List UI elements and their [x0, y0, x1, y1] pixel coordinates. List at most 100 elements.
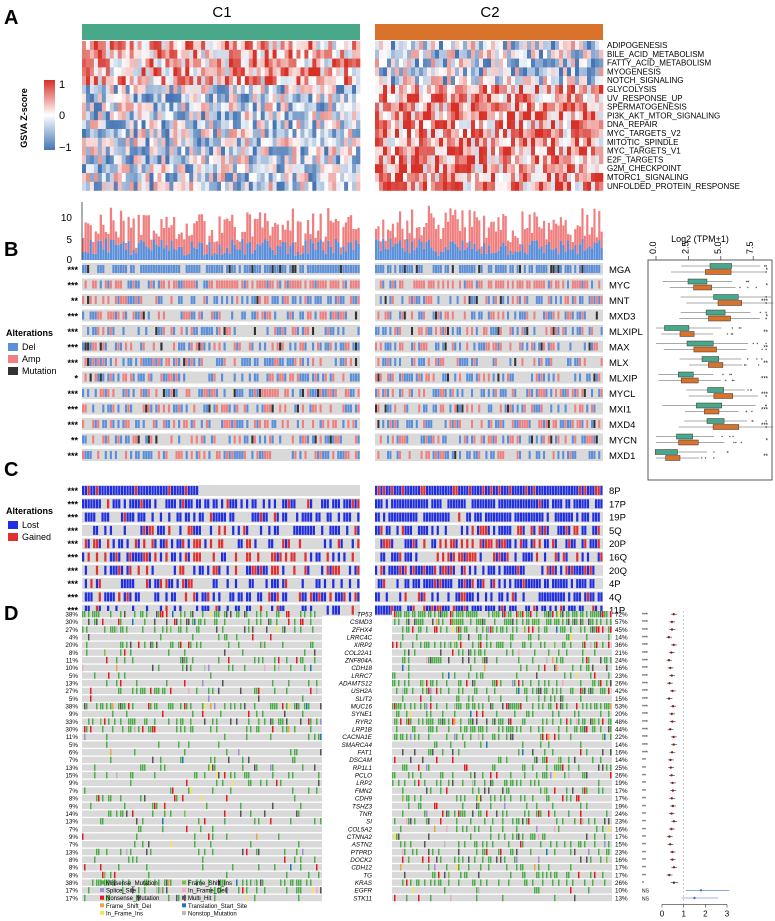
- onco-cell: [223, 280, 226, 289]
- heatmap-cell: [93, 120, 99, 130]
- heatmap-cell: [491, 181, 496, 191]
- heatmap-cell: [483, 146, 488, 156]
- heatmap-cell: [348, 173, 353, 182]
- cnv-cell: [118, 486, 121, 495]
- onco-cell: [487, 404, 490, 413]
- onco-cell: [261, 311, 264, 320]
- bar-del-segment: [451, 241, 454, 260]
- heatmap-cell: [575, 164, 580, 174]
- heatmap-cell: [443, 111, 448, 121]
- heatmap-cell: [284, 93, 289, 103]
- heatmap-cell: [328, 85, 333, 94]
- box-outlier: [751, 420, 753, 422]
- onco-cell: [130, 358, 133, 366]
- bar-amp-segment: [263, 213, 267, 240]
- cnv-cell: [148, 552, 151, 562]
- heatmap-cell: [591, 111, 596, 121]
- onco-cell: [241, 420, 244, 428]
- onco-cell: [311, 420, 315, 428]
- onco-cell: [411, 389, 414, 397]
- onco-cell: [415, 265, 418, 273]
- onco-cell: [117, 265, 120, 273]
- heatmap-cell: [125, 155, 130, 165]
- heatmap-cell: [499, 76, 504, 86]
- onco-cell: [92, 342, 95, 351]
- heatmap-cell: [93, 155, 99, 165]
- heatmap-cell: [431, 181, 436, 191]
- bar-del-segment: [344, 251, 348, 260]
- bar-del-segment: [439, 251, 442, 260]
- onco-cell: [451, 389, 454, 397]
- heatmap-cell: [411, 93, 416, 103]
- onco-cell: [286, 358, 289, 366]
- onco-cell: [172, 389, 176, 397]
- onco-cell: [581, 296, 584, 304]
- cnv-cell: [375, 486, 378, 495]
- heatmap-cell: [336, 85, 341, 94]
- heatmap-cell: [503, 181, 508, 191]
- cnv-cell: [399, 512, 402, 522]
- heatmap-cell: [439, 93, 444, 103]
- bar-del-segment: [210, 255, 214, 260]
- heatmap-cell: [451, 164, 456, 174]
- cnv-cell: [380, 499, 383, 509]
- heatmap-cell: [356, 146, 361, 156]
- heatmap-cell: [403, 164, 408, 174]
- cnv-cell: [401, 525, 404, 535]
- cnv-cell: [428, 512, 431, 522]
- heatmap-cell: [395, 111, 400, 121]
- heatmap-cell: [312, 164, 317, 174]
- heatmap-cell: [423, 49, 428, 59]
- onco-cell: [555, 420, 558, 428]
- heatmap-cell: [543, 173, 548, 182]
- onco-cell: [521, 358, 524, 366]
- onco-cell: [401, 373, 404, 382]
- onco-cell: [459, 373, 462, 382]
- onco-cell: [420, 280, 423, 289]
- cnv-cell: [84, 512, 87, 522]
- heatmap-cell: [121, 76, 126, 86]
- cnv-cell: [179, 486, 182, 495]
- heatmap-cell: [93, 146, 99, 156]
- cnv-cell: [168, 486, 171, 495]
- heatmap-cell: [483, 111, 488, 121]
- onco-cell: [354, 404, 358, 413]
- bar-del-segment: [399, 240, 402, 260]
- heatmap-cell: [495, 129, 500, 138]
- onco-cell: [309, 296, 312, 304]
- heatmap-cell: [121, 137, 126, 147]
- heatmap-cell: [487, 49, 492, 59]
- bar-amp-segment: [205, 244, 209, 254]
- onco-cell: [178, 280, 181, 289]
- heatmap-cell: [471, 155, 476, 165]
- heatmap-cell: [165, 58, 170, 68]
- bar-del-segment: [188, 253, 191, 260]
- box-iqr: [713, 393, 734, 399]
- heatmap-cell: [340, 164, 345, 174]
- heatmap-cell: [571, 76, 576, 86]
- onco-cell: [543, 265, 546, 273]
- onco-cell: [329, 327, 332, 335]
- onco-cell: [538, 358, 541, 366]
- bar-del-segment: [559, 240, 562, 260]
- heatmap-cell: [463, 173, 468, 182]
- cnv-cell: [501, 512, 504, 522]
- cnv-cell: [388, 525, 391, 535]
- heatmap-cell: [328, 173, 333, 182]
- onco-cell: [475, 358, 478, 366]
- cnv-cell: [268, 525, 271, 535]
- onco-cell: [399, 265, 402, 273]
- bar-del-segment: [423, 248, 426, 260]
- onco-cell: [591, 435, 594, 444]
- cnv-cell: [318, 512, 321, 522]
- heatmap-cell: [189, 85, 194, 94]
- heatmap-cell: [248, 155, 254, 165]
- onco-cell: [420, 265, 423, 273]
- cnv-cell: [391, 539, 394, 549]
- cnv-cell: [525, 539, 528, 549]
- heatmap-cell: [129, 93, 134, 103]
- onco-cell: [97, 373, 100, 382]
- onco-cell: [243, 311, 246, 320]
- heatmap-cell: [495, 111, 500, 121]
- heatmap-cell: [280, 41, 285, 50]
